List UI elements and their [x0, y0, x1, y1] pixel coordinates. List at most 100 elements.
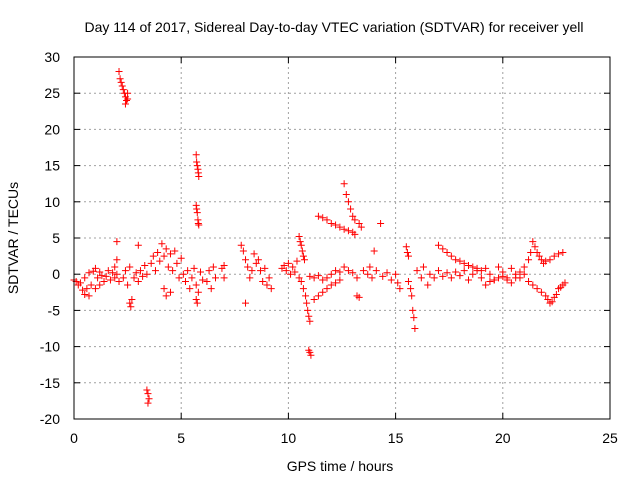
y-tick-label: 5: [52, 230, 60, 246]
data-point: [355, 220, 363, 228]
data-point: [203, 277, 211, 285]
data-point: [434, 267, 442, 275]
data-point: [307, 351, 315, 359]
data-point: [280, 262, 288, 270]
data-point: [87, 281, 95, 289]
data-point: [154, 248, 162, 256]
data-point: [340, 263, 348, 271]
y-tick-label: 10: [44, 194, 60, 210]
data-point: [520, 263, 528, 271]
data-point: [143, 270, 151, 278]
data-point: [175, 274, 183, 282]
data-point: [192, 151, 200, 159]
data-point: [147, 259, 155, 267]
data-point: [430, 274, 438, 282]
data-point: [184, 267, 192, 275]
data-point: [166, 250, 174, 258]
data-point: [319, 276, 327, 284]
data-point: [319, 288, 327, 296]
data-point: [126, 299, 134, 307]
data-point: [119, 86, 127, 94]
data-point: [212, 274, 220, 282]
data-point: [323, 216, 331, 224]
data-point: [193, 209, 201, 217]
data-point: [121, 100, 129, 108]
data-point: [305, 312, 313, 320]
data-point: [559, 248, 567, 256]
data-point: [113, 256, 121, 264]
data-point: [116, 75, 124, 83]
data-point: [404, 252, 412, 260]
data-point: [242, 299, 250, 307]
data-point: [340, 225, 348, 233]
data-point: [452, 256, 460, 264]
data-point: [407, 285, 415, 293]
data-point: [239, 247, 247, 255]
data-point: [304, 306, 312, 314]
data-point: [537, 256, 545, 264]
data-point: [546, 256, 554, 264]
data-point: [158, 240, 166, 248]
y-tick-label: 30: [44, 49, 60, 65]
data-point: [252, 259, 260, 267]
data-point: [447, 252, 455, 260]
x-tick-label: 15: [388, 430, 404, 446]
data-point: [81, 290, 89, 298]
chart-title: Day 114 of 2017, Sidereal Day-to-day VTE…: [84, 19, 583, 35]
data-point: [417, 274, 425, 282]
data-point: [145, 395, 153, 403]
data-point: [209, 263, 217, 271]
grid-lines: [74, 57, 610, 419]
data-point: [111, 263, 119, 271]
data-point: [263, 281, 271, 289]
data-point: [76, 279, 84, 287]
data-point: [447, 274, 455, 282]
data-point: [100, 277, 108, 285]
data-point: [297, 277, 305, 285]
data-point: [460, 259, 468, 267]
x-axis-title: GPS time / hours: [287, 458, 394, 474]
data-point: [173, 259, 181, 267]
data-point: [456, 272, 464, 280]
data-point: [452, 268, 460, 276]
data-point: [85, 292, 93, 300]
data-point: [300, 256, 308, 264]
y-tick-label: 20: [44, 121, 60, 137]
data-point: [115, 277, 123, 285]
data-point: [357, 223, 365, 231]
data-point: [195, 172, 203, 180]
data-point: [91, 285, 99, 293]
data-point: [160, 285, 168, 293]
data-point: [327, 270, 335, 278]
data-point: [284, 259, 292, 267]
data-point: [186, 285, 194, 293]
data-point: [512, 274, 520, 282]
data-point: [193, 158, 201, 166]
data-point: [404, 277, 412, 285]
data-point: [413, 267, 421, 275]
data-point: [91, 264, 99, 272]
data-point: [332, 267, 340, 275]
data-point: [351, 230, 359, 238]
data-point: [486, 277, 494, 285]
data-point: [550, 252, 558, 260]
data-point: [303, 299, 311, 307]
data-point: [94, 274, 102, 282]
data-point: [306, 317, 314, 325]
data-point: [139, 272, 147, 280]
data-point: [85, 269, 93, 277]
data-point: [250, 250, 258, 258]
data-point: [111, 274, 119, 282]
data-point: [291, 268, 299, 276]
data-point: [344, 267, 352, 275]
data-point: [336, 223, 344, 231]
data-point: [507, 279, 515, 287]
data-point: [402, 243, 410, 251]
y-tick-label: -15: [40, 375, 60, 391]
data-point: [323, 274, 331, 282]
data-point: [259, 277, 267, 285]
data-point: [529, 281, 537, 289]
data-point: [507, 264, 515, 272]
data-point: [132, 269, 140, 277]
data-point: [123, 96, 131, 104]
